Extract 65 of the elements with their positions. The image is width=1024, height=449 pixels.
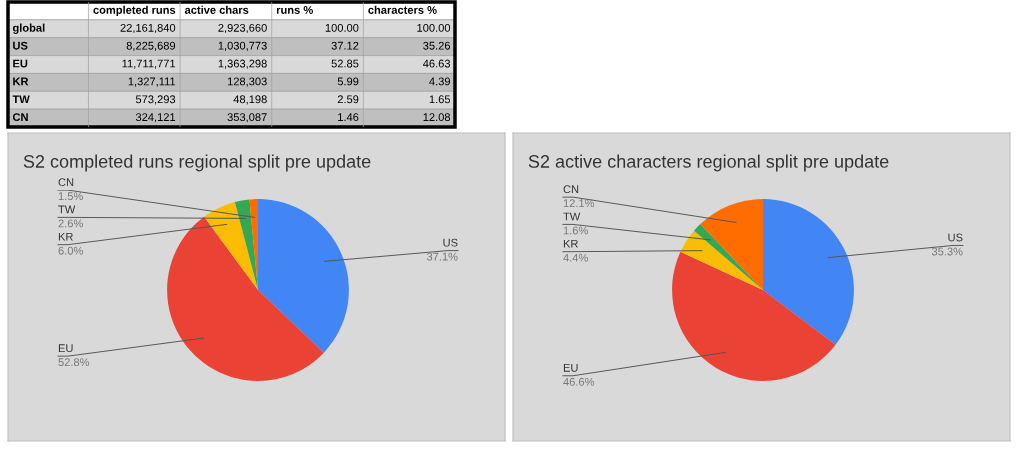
data-label: 1.5% (58, 192, 83, 201)
text: 1,030,773 (218, 41, 267, 51)
chart-title: S2 completed runs regional split pre update (23, 154, 371, 172)
text: 2.59 (337, 95, 359, 104)
text: 46.63 (422, 59, 451, 68)
category-label: TW (12, 95, 30, 104)
data-label: 2.6% (58, 219, 83, 228)
data-label: 6.0% (58, 246, 83, 255)
category-label: characters % (368, 5, 437, 14)
pie-slice (204, 202, 258, 290)
slice-label: TW (563, 212, 581, 221)
text: 37.12 (331, 41, 359, 50)
text: 11,711,771 (122, 59, 176, 69)
text: 100.00 (325, 23, 359, 32)
data-label: 4.4% (563, 253, 588, 262)
text: 4.39 (429, 77, 451, 86)
text: 2,923,660 (218, 23, 267, 34)
pie-slice (234, 199, 258, 290)
slice-label: US (948, 233, 963, 242)
data-label: 37.1% (426, 252, 458, 261)
pie-slice (258, 199, 349, 353)
category-label: US (13, 41, 28, 50)
text: 100.00 (417, 23, 451, 32)
text: 1,363,298 (218, 59, 267, 69)
category-label: completed runs (93, 5, 176, 17)
pie-slice (763, 199, 854, 345)
category-label: EU (13, 59, 28, 68)
category-label: KR (13, 77, 29, 86)
slice-label: EU (563, 363, 578, 372)
text: 12.08 (423, 113, 451, 122)
text: 1.65 (429, 95, 451, 104)
text: 8,225,689 (126, 41, 176, 51)
text: 128,303 (227, 77, 267, 87)
pie-slice (672, 251, 836, 381)
text: 1.46 (338, 113, 359, 122)
data-label: 46.6% (563, 377, 595, 386)
text: 35.26 (423, 41, 451, 50)
slice-label: KR (563, 239, 578, 248)
pie-slice (680, 230, 763, 290)
text: 22,161,840 (120, 23, 176, 34)
slice-label: US (443, 238, 458, 247)
text: 573,293 (135, 95, 176, 105)
data-label: 12.1% (563, 199, 595, 208)
slice-label: CN (563, 185, 579, 194)
pie-slice (694, 224, 763, 290)
chart-title: S2 active characters regional split pre update (528, 154, 889, 172)
category-label: runs % (276, 6, 313, 14)
data-label: 52.8% (58, 358, 90, 367)
text: 324,121 (135, 113, 176, 123)
text: 52.85 (331, 59, 359, 68)
slice-label: TW (58, 205, 76, 214)
slice-label: EU (58, 344, 73, 353)
text: 48,198 (233, 95, 267, 105)
data-label: 1.6% (563, 226, 588, 235)
pie-slice (700, 199, 763, 290)
category-label: global (12, 23, 45, 34)
data-label: 35.3% (931, 247, 963, 256)
pie-slice (167, 216, 324, 381)
category-label: active chars (184, 5, 249, 14)
text: 1,327,111 (128, 77, 176, 87)
slice-label: CN (58, 178, 74, 187)
text: 353,087 (227, 113, 267, 123)
category-label: CN (12, 113, 28, 122)
text: 5.99 (337, 77, 359, 86)
slice-label: KR (58, 232, 73, 241)
